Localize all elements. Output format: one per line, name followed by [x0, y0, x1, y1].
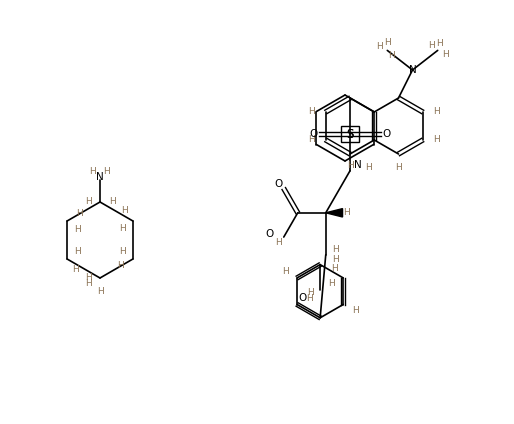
Text: H: H	[307, 288, 314, 297]
Text: H: H	[89, 167, 97, 176]
Text: N: N	[409, 65, 416, 75]
Text: O: O	[383, 129, 391, 139]
Text: H: H	[346, 162, 354, 170]
Text: H: H	[74, 224, 81, 234]
Text: H: H	[97, 287, 103, 296]
Text: O: O	[298, 293, 306, 303]
Text: H: H	[333, 245, 339, 254]
Text: H: H	[443, 50, 449, 59]
Text: H: H	[120, 246, 126, 256]
Text: S: S	[346, 128, 354, 141]
Text: H: H	[343, 208, 350, 218]
Polygon shape	[326, 209, 342, 217]
FancyBboxPatch shape	[341, 126, 359, 142]
Text: H: H	[331, 264, 338, 273]
Text: H: H	[333, 255, 339, 264]
Text: H: H	[121, 206, 128, 215]
Text: H: H	[433, 136, 440, 145]
Text: H: H	[76, 209, 82, 218]
Text: H: H	[328, 279, 335, 288]
Text: N: N	[354, 160, 362, 170]
Text: O: O	[309, 129, 317, 139]
Text: H: H	[388, 51, 395, 60]
Text: H: H	[108, 198, 115, 206]
Text: O: O	[266, 229, 274, 239]
Text: H: H	[276, 237, 282, 246]
Text: H: H	[306, 294, 313, 303]
Text: H: H	[428, 41, 435, 50]
Text: H: H	[120, 224, 126, 234]
Text: H: H	[364, 163, 372, 172]
Text: H: H	[85, 198, 91, 206]
Text: H: H	[308, 136, 315, 145]
Text: H: H	[282, 268, 288, 276]
Text: H: H	[72, 265, 79, 273]
Text: S: S	[346, 128, 354, 141]
Text: H: H	[352, 306, 359, 315]
Text: H: H	[85, 279, 91, 288]
Text: H: H	[74, 246, 81, 256]
Text: H: H	[376, 42, 382, 51]
Text: H: H	[308, 108, 315, 117]
Text: H: H	[384, 38, 391, 47]
Text: H: H	[118, 260, 124, 270]
Text: H: H	[85, 273, 91, 282]
Text: H: H	[104, 167, 111, 176]
Text: N: N	[96, 172, 104, 182]
Text: H: H	[433, 108, 440, 117]
Text: H: H	[395, 164, 402, 173]
Text: H: H	[436, 39, 443, 48]
Text: O: O	[274, 179, 283, 189]
